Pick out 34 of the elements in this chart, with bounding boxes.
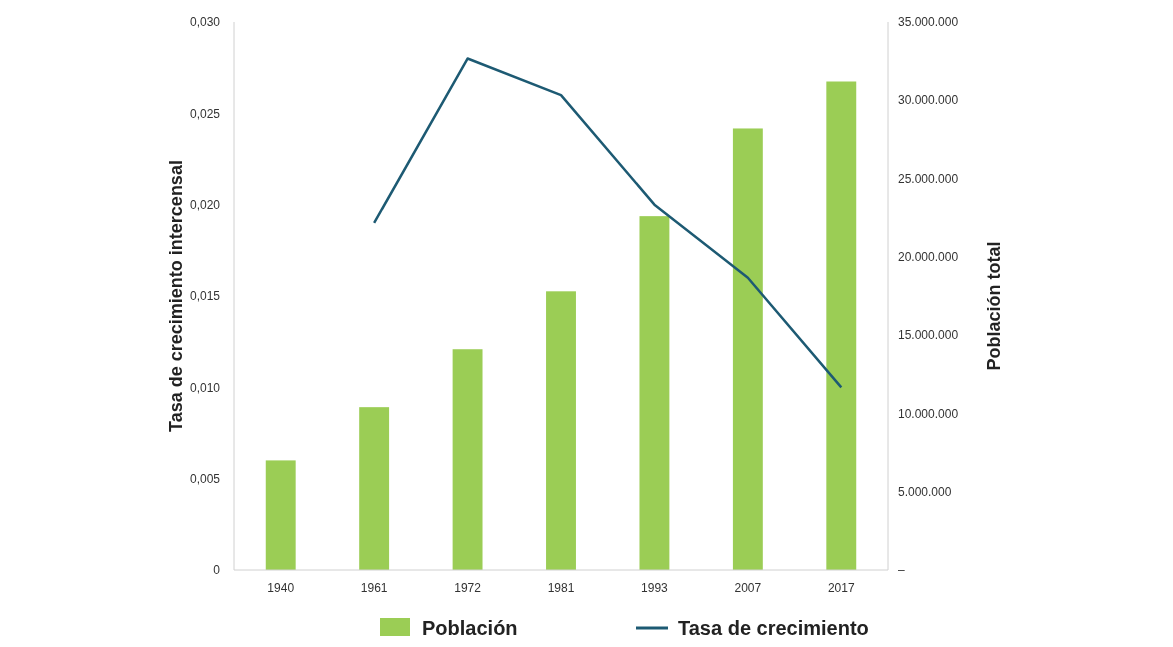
y2-axis-title: Población total [984, 241, 1004, 371]
y-tick-label: 0,015 [189, 289, 221, 304]
bar [265, 460, 296, 570]
x-tick-label: 1961 [360, 581, 388, 595]
y-axis-title: Tasa de crecimiento intercensal [166, 160, 186, 432]
x-tick-label: 1972 [454, 581, 482, 595]
x-tick-label: 2007 [734, 581, 762, 595]
legend-label: Población [422, 617, 518, 639]
y2-tick-label: 15.000.000 [898, 328, 959, 343]
x-tick-label: 1940 [267, 581, 295, 595]
y2-tick-label: 25.000.000 [898, 171, 959, 186]
y2-tick-label: 20.000.000 [898, 250, 959, 265]
y-tick-label: 0,025 [189, 106, 221, 121]
y-tick-label: 0,030 [189, 15, 221, 30]
y-tick-label: 0 [213, 563, 221, 578]
x-tick-label: 2017 [827, 581, 855, 595]
y2-tick-label: 10.000.000 [898, 406, 959, 421]
bar [826, 81, 857, 570]
bar [639, 216, 670, 570]
line-series [372, 57, 843, 389]
y-tick-label: 0,005 [189, 471, 221, 486]
y2-tick-label: 30.000.000 [898, 93, 959, 108]
y2-tick-label: 35.000.000 [898, 15, 959, 30]
bar [452, 349, 483, 570]
y-tick-label: 0,010 [189, 380, 221, 395]
x-tick-label: 1981 [547, 581, 575, 595]
legend-label: Tasa de crecimiento [678, 617, 869, 639]
y-tick-label: 0,020 [189, 197, 221, 212]
bar [732, 128, 763, 570]
bar [546, 291, 576, 570]
y2-tick-label: – [898, 563, 905, 578]
y2-tick-label: 5.000.000 [898, 484, 952, 499]
bar [359, 407, 390, 570]
x-tick-label: 1993 [641, 581, 669, 595]
